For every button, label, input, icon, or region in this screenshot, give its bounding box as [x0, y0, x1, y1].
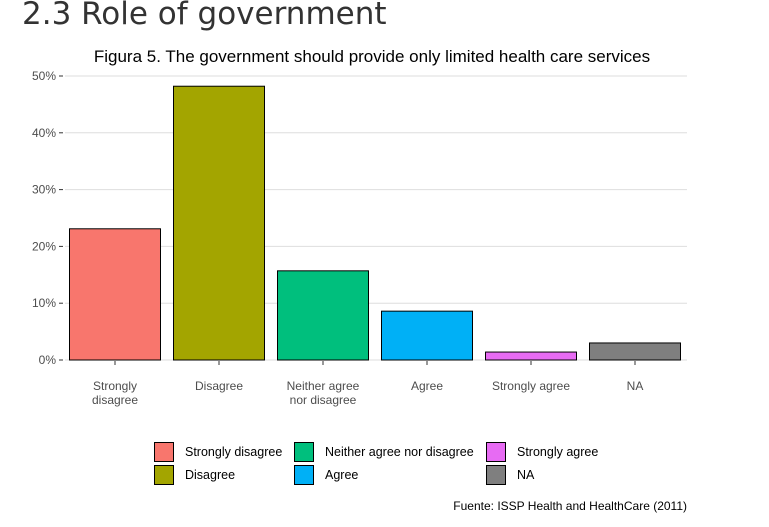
y-tick-label: 40%: [32, 126, 56, 140]
legend-item: Disagree: [154, 463, 294, 486]
x-tick-label: NA: [627, 379, 644, 393]
y-tick-label: 20%: [32, 239, 56, 253]
bar-3: [277, 270, 369, 361]
x-tick-label: Strongly disagree: [92, 379, 138, 407]
y-tick-label: 0%: [39, 353, 57, 367]
legend-item: Strongly disagree: [154, 440, 294, 463]
legend-label: Disagree: [185, 467, 236, 482]
bar-6: [589, 342, 681, 361]
legend-swatch: [154, 441, 174, 462]
y-tick-label: 10%: [32, 296, 56, 310]
legend-label: Agree: [325, 467, 359, 482]
y-tick-label: 30%: [32, 183, 56, 197]
legend-swatch: [486, 441, 506, 462]
bar-2: [173, 85, 265, 361]
legend-swatch: [294, 441, 314, 462]
x-tick-label: Agree: [411, 379, 443, 393]
y-tick-label: 50%: [32, 69, 56, 83]
legend-label: Strongly disagree: [185, 444, 283, 459]
legend-swatch: [294, 464, 314, 485]
x-tick-label: Neither agree nor disagree: [287, 379, 360, 407]
bar-5: [485, 351, 577, 361]
legend-item: NA: [486, 463, 616, 486]
legend-label: Strongly agree: [517, 444, 599, 459]
chart-legend: Strongly disagree Neither agree nor disag…: [154, 440, 616, 486]
legend-item: Neither agree nor disagree: [294, 440, 486, 463]
legend-label: NA: [517, 467, 535, 482]
x-tick-label: Strongly agree: [492, 379, 570, 393]
x-tick-label: Disagree: [195, 379, 243, 393]
legend-swatch: [154, 464, 174, 485]
chart-title: Figura 5. The government should provide …: [94, 47, 650, 66]
legend-item: Strongly agree: [486, 440, 616, 463]
legend-swatch: [486, 464, 506, 485]
chart-caption: Fuente: ISSP Health and HealthCare (2011…: [453, 499, 687, 513]
legend-label: Neither agree nor disagree: [325, 444, 474, 459]
bar-chart: Figura 5. The government should provide …: [32, 47, 687, 407]
section-heading: 2.3 Role of government: [22, 0, 387, 32]
legend-item: Agree: [294, 463, 486, 486]
bar-4: [381, 310, 473, 361]
bar-1: [69, 228, 161, 361]
